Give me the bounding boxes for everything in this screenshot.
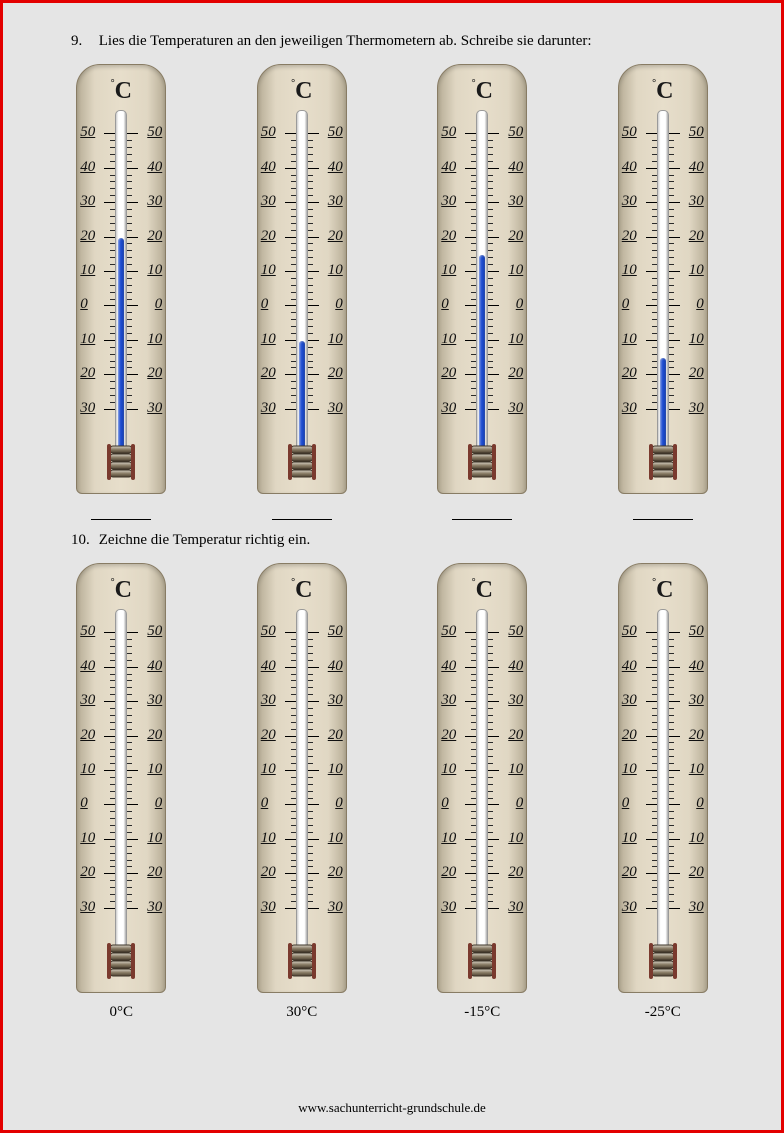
thermometer-bulb-icon (646, 943, 680, 983)
thermometer-bulb-icon (646, 444, 680, 484)
question-9-number: 9. (71, 33, 95, 50)
question-10-number: 10. (71, 532, 95, 549)
thermometer: °C 50403020100102030 50403020100102030 (608, 563, 718, 993)
thermometer-cell: °C 50403020100102030 50403020100102030 (402, 563, 562, 993)
thermometer-row-2: °C 50403020100102030 50403020100102030 °… (31, 563, 753, 993)
thermometer-cell: °C 50403020100102030 50403020100102030 (222, 563, 382, 993)
thermometer: °C 50403020100102030 50403020100102030 (427, 563, 537, 993)
thermometer-tube (296, 110, 308, 452)
thermometer: °C 50403020100102030 50403020100102030 (608, 64, 718, 494)
thermometer-tube (296, 609, 308, 951)
given-label-cell: -15°C (402, 1003, 562, 1021)
thermometer-tube (476, 110, 488, 452)
thermometer: °C 50403020100102030 50403020100102030 (247, 563, 357, 993)
thermometer-cell: °C 50403020100102030 50403020100102030 (402, 64, 562, 494)
celsius-icon: °C (427, 577, 537, 604)
question-9: 9. Lies die Temperaturen an den jeweilig… (71, 33, 753, 50)
question-10-text: Zeichne die Temperatur richtig ein. (99, 532, 311, 548)
thermometer-bulb-icon (465, 444, 499, 484)
answer-blank[interactable] (91, 507, 151, 520)
thermometer-tube (657, 110, 669, 452)
given-temperature: -25°C (645, 1004, 681, 1020)
answer-blank[interactable] (633, 507, 693, 520)
given-label-cell: -25°C (583, 1003, 743, 1021)
thermometer: °C 50403020100102030 50403020100102030 (427, 64, 537, 494)
answer-row-1 (31, 504, 753, 522)
given-temperature: -15°C (464, 1004, 500, 1020)
thermometer-row-1: °C 50403020100102030 50403020100102030 °… (31, 64, 753, 494)
question-10: 10. Zeichne die Temperatur richtig ein. (71, 532, 753, 549)
question-9-text: Lies die Temperaturen an den jeweiligen … (99, 33, 592, 49)
thermometer-tube (476, 609, 488, 951)
given-temperature: 30°C (286, 1004, 317, 1020)
thermometer-bulb-icon (104, 444, 138, 484)
thermometer: °C 50403020100102030 50403020100102030 (247, 64, 357, 494)
given-label-cell: 30°C (222, 1003, 382, 1021)
answer-cell (41, 504, 201, 522)
thermometer-tube (657, 609, 669, 951)
celsius-icon: °C (247, 577, 357, 604)
thermometer-bulb-icon (465, 943, 499, 983)
answer-cell (402, 504, 562, 522)
thermometer-cell: °C 50403020100102030 50403020100102030 (41, 64, 201, 494)
celsius-icon: °C (427, 78, 537, 105)
thermometer-bulb-icon (285, 444, 319, 484)
thermometer-cell: °C 50403020100102030 50403020100102030 (41, 563, 201, 993)
answer-blank[interactable] (452, 507, 512, 520)
answer-cell (222, 504, 382, 522)
thermometer-cell: °C 50403020100102030 50403020100102030 (583, 64, 743, 494)
answer-cell (583, 504, 743, 522)
thermometer: °C 50403020100102030 50403020100102030 (66, 64, 176, 494)
thermometer: °C 50403020100102030 50403020100102030 (66, 563, 176, 993)
thermometer-cell: °C 50403020100102030 50403020100102030 (222, 64, 382, 494)
label-row-2: 0°C 30°C -15°C -25°C (31, 1003, 753, 1021)
celsius-icon: °C (66, 577, 176, 604)
celsius-icon: °C (608, 577, 718, 604)
celsius-icon: °C (66, 78, 176, 105)
given-temperature: 0°C (109, 1004, 133, 1020)
thermometer-bulb-icon (104, 943, 138, 983)
thermometer-tube (115, 110, 127, 452)
thermometer-bulb-icon (285, 943, 319, 983)
answer-blank[interactable] (272, 507, 332, 520)
celsius-icon: °C (608, 78, 718, 105)
celsius-icon: °C (247, 78, 357, 105)
thermometer-tube (115, 609, 127, 951)
page-footer: www.sachunterricht-grundschule.de (3, 1100, 781, 1116)
given-label-cell: 0°C (41, 1003, 201, 1021)
thermometer-cell: °C 50403020100102030 50403020100102030 (583, 563, 743, 993)
worksheet-page: 9. Lies die Temperaturen an den jeweilig… (0, 0, 784, 1133)
